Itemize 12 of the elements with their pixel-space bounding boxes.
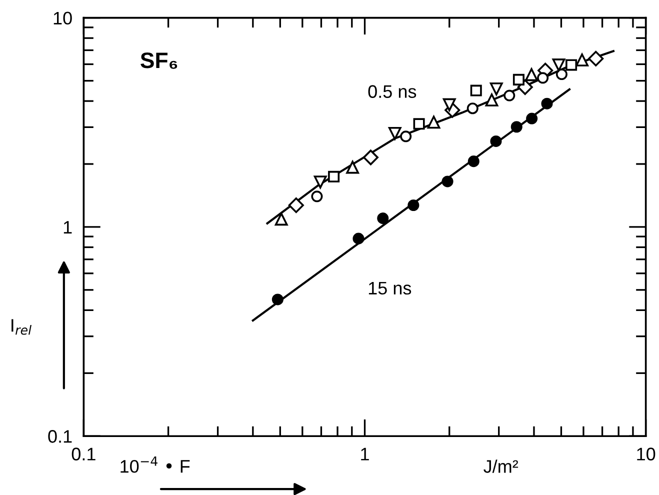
y-axis-title: I$_{rel}$	[12, 319, 32, 335]
y-tick-label: 10	[54, 12, 72, 25]
y-tick-label: 0.1	[48, 430, 72, 443]
series-label: 0.5 ns	[368, 85, 416, 98]
y-tick-label: 1	[64, 221, 72, 234]
text: 15 ns	[368, 282, 412, 295]
x-tick-label: 1	[361, 448, 369, 460]
x-tick-label: 0.1	[72, 448, 96, 460]
text: J/m²	[484, 460, 518, 473]
text: SF₆	[140, 52, 178, 69]
x-axis-title: 10$^{−4}$ • F	[120, 456, 190, 473]
x-tick-label: 10	[637, 448, 656, 460]
